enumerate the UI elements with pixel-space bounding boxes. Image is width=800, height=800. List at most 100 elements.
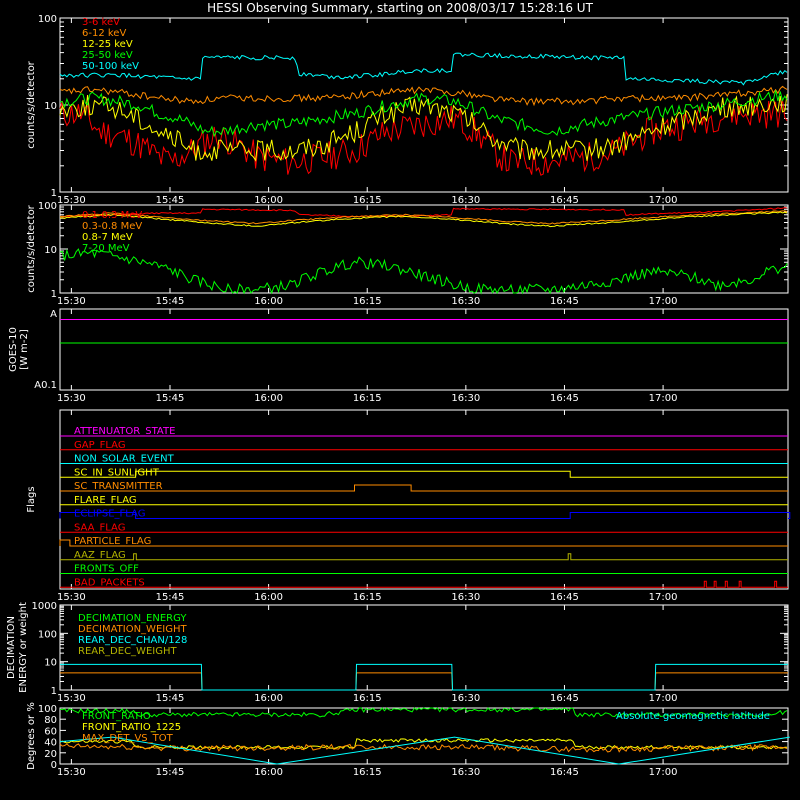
legend-entry: DECIMATION_ENERGY	[78, 613, 187, 624]
x-tick-label: 16:15	[353, 592, 382, 603]
flag-label: SC_TRANSMITTER	[74, 481, 163, 492]
flag-line-aaz_flag	[60, 553, 788, 561]
y-tick-label: 100	[38, 14, 57, 25]
y-tick-label: 100	[38, 629, 57, 640]
flag-line-sc_in_sunlight	[60, 470, 788, 478]
y-tick-label: 20	[44, 749, 57, 760]
x-tick-label: 15:45	[156, 195, 185, 206]
flag-label: BAD_PACKETS	[74, 577, 145, 588]
legend-entry: DECIMATION_WEIGHT	[78, 624, 187, 635]
y-tick-label: 1000	[32, 601, 57, 612]
x-tick-label: 16:30	[451, 767, 480, 778]
legend-entry: 0.1-0.3 MeV	[82, 210, 142, 221]
x-tick-label: 15:30	[57, 693, 86, 704]
y-axis-label: [W m-2]	[19, 329, 30, 370]
x-tick-label: 16:45	[550, 767, 579, 778]
x-tick-label: 16:45	[550, 693, 579, 704]
y-tick-label: 1	[51, 686, 57, 697]
x-tick-label: 15:45	[156, 767, 185, 778]
legend-entry: 0.8-7 MeV	[82, 232, 133, 243]
flag-label: SC_IN_SUNLIGHT	[74, 467, 160, 478]
flag-label: NON_SOLAR_EVENT	[74, 454, 175, 465]
y-tick-label: 10	[44, 245, 57, 256]
series-line	[59, 248, 788, 295]
latitude-line	[59, 736, 790, 765]
series-line	[59, 211, 788, 228]
flag-label: ECLIPSE_FLAG	[74, 509, 145, 520]
x-tick-label: 16:15	[353, 693, 382, 704]
legend-entry: REAR_DEC_WEIGHT	[78, 646, 177, 657]
x-tick-label: 16:15	[353, 767, 382, 778]
x-tick-label: 15:30	[57, 195, 86, 206]
annotation-label: Absolute geomagnetic latitude	[616, 711, 770, 722]
legend-entry: 25-50 keV	[82, 50, 133, 61]
x-tick-label: 16:30	[451, 393, 480, 404]
x-tick-label: 16:45	[550, 592, 579, 603]
y-tick-label: 1	[51, 289, 57, 300]
x-tick-label: 15:45	[156, 693, 185, 704]
y-tick-label: 80	[44, 715, 57, 726]
y-axis-label: DECIMATION	[6, 616, 17, 679]
y-tick-label: 100	[38, 201, 57, 212]
x-tick-label: 15:30	[57, 296, 86, 307]
series-line	[59, 90, 788, 138]
series-line	[59, 85, 788, 107]
series-line	[59, 707, 788, 718]
y-axis-label: counts/s/detector	[26, 60, 37, 148]
flag-label: GAP_FLAG	[74, 440, 126, 451]
panel-4-frame	[59, 409, 789, 590]
x-tick-label: 16:30	[451, 693, 480, 704]
flag-line-eclipse_flag	[59, 512, 791, 519]
x-tick-label: 17:00	[649, 393, 678, 404]
x-tick-label: 15:45	[156, 393, 185, 404]
series-line	[59, 94, 788, 162]
legend-entry: REAR_DEC_CHAN/128	[78, 635, 187, 646]
x-tick-label: 16:00	[254, 195, 283, 206]
chart-title: HESSI Observing Summary, starting on 200…	[207, 1, 593, 15]
legend-entry: 6-12 keV	[82, 28, 126, 39]
decimation-line	[60, 663, 788, 691]
x-tick-label: 16:00	[254, 393, 283, 404]
y-tick-label: 10	[44, 101, 57, 112]
y-tick-label: 10	[44, 658, 57, 669]
panel-5-frame	[59, 604, 789, 691]
flag-line-bad_packets	[60, 580, 788, 588]
y-axis-label: counts/s/detector	[26, 204, 37, 292]
series-line	[59, 210, 788, 225]
y-tick-label: 0	[51, 760, 57, 771]
x-tick-label: 15:45	[156, 296, 185, 307]
legend-entry: 0.3-0.8 MeV	[82, 221, 142, 232]
flag-label: FRONTS_OFF	[74, 564, 139, 575]
x-tick-label: 15:45	[156, 592, 185, 603]
x-tick-label: 17:00	[649, 296, 678, 307]
flag-label: AAZ_FLAG	[74, 550, 126, 561]
x-tick-label: 16:00	[254, 592, 283, 603]
x-tick-label: 16:15	[353, 195, 382, 206]
legend-entry: 3-6 keV	[82, 17, 120, 28]
flag-line-sc_transmitter	[60, 484, 788, 492]
x-tick-label: 16:15	[353, 296, 382, 307]
flag-label: FLARE_FLAG	[74, 495, 137, 506]
x-tick-label: 17:00	[649, 767, 678, 778]
legend-entry: MAX_DET_VS_TOT	[82, 733, 174, 744]
x-tick-label: 16:30	[451, 195, 480, 206]
y-tick-label: 40	[44, 738, 57, 749]
y-tick-label: 100	[38, 704, 57, 715]
x-tick-label: 15:30	[57, 393, 86, 404]
legend-entry: 50-100 keV	[82, 61, 139, 72]
x-tick-label: 17:00	[649, 195, 678, 206]
legend-entry: FRONT_RATIO	[82, 711, 151, 722]
y-tick-label: 60	[44, 726, 57, 737]
flag-label: ATTENUATOR_STATE	[74, 426, 175, 437]
panel-3-frame	[59, 308, 789, 391]
legend-entry: FRONT_RATIO_1225	[82, 722, 181, 733]
x-tick-label: 17:00	[649, 592, 678, 603]
decimation-line	[60, 672, 788, 691]
legend-entry: 12-25 keV	[82, 39, 133, 50]
x-tick-label: 16:30	[451, 592, 480, 603]
x-tick-label: 16:30	[451, 296, 480, 307]
x-tick-label: 16:45	[550, 296, 579, 307]
y-tick-label: A	[50, 309, 57, 320]
x-tick-label: 16:00	[254, 767, 283, 778]
